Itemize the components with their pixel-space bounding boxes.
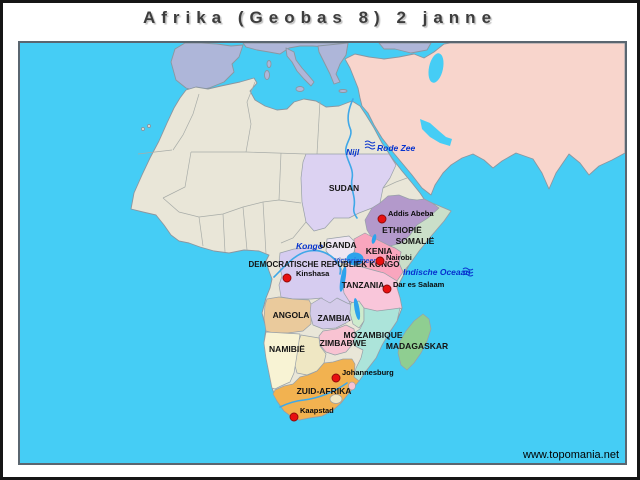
- crimea-region: [378, 43, 432, 54]
- label-somalie: SOMALIË: [396, 236, 435, 246]
- water-label-indische-oceaan: Indische Oceaan: [403, 267, 471, 277]
- label-kongo-dr: DEMOCRATISCHE REPUBLIEK KONGO: [249, 260, 400, 269]
- city-label-johannesburg: Johannesburg: [342, 368, 394, 377]
- label-zambia: ZAMBIA: [317, 313, 350, 323]
- labeled-countries: [263, 153, 452, 421]
- label-ethiopie: ETHIOPIË: [382, 225, 422, 235]
- country-lesotho: [329, 394, 343, 404]
- water-label-nijl: Nijl: [346, 147, 360, 157]
- page-title: Afrika (Geobas 8) 2 janne: [142, 8, 498, 27]
- label-zimbabwe: ZIMBABWE: [320, 338, 367, 348]
- country-angola[interactable]: [263, 296, 312, 334]
- city-label-dar-es-salaam: Dar es Salaam: [393, 280, 445, 289]
- italy: [285, 47, 315, 87]
- label-mozambique: MOZAMBIQUE: [343, 330, 402, 340]
- label-angola: ANGOLA: [273, 310, 310, 320]
- water-labels: Nijl Rode Zee Kongo Victoriameer Indisch…: [296, 140, 474, 277]
- oranje-river: [279, 382, 348, 408]
- city-label-kaapstad: Kaapstad: [300, 406, 334, 415]
- lake-tanganyika: [339, 266, 347, 292]
- rode-zee-wave-icon: [364, 140, 376, 150]
- corsica-island: [266, 60, 272, 68]
- asia-mainland: [344, 43, 625, 196]
- country-sudan[interactable]: [300, 153, 397, 232]
- city-dot-addis-abeba[interactable]: [377, 214, 387, 224]
- lake-malawi: [353, 298, 361, 320]
- rivers-and-lakes: [273, 98, 377, 408]
- asia-landmass: [344, 43, 625, 196]
- city-label-kinshasa: Kinshasa: [296, 269, 330, 278]
- label-namibie: NAMIBIË: [269, 344, 305, 354]
- city-markers: Addis Abeba Nairobi Kinshasa Dar es Sala…: [282, 209, 445, 422]
- water-label-kongo: Kongo: [296, 241, 323, 251]
- country-borders: [137, 81, 408, 255]
- country-madagaskar[interactable]: [397, 313, 432, 371]
- canary-island-dot2: [147, 124, 151, 128]
- label-sudan: SUDAN: [329, 183, 359, 193]
- label-madagaskar: MADAGASKAR: [386, 341, 448, 351]
- city-dot-johannesburg[interactable]: [331, 373, 341, 383]
- sicilia-island: [295, 86, 305, 92]
- label-kenia: KENIA: [366, 246, 392, 256]
- balkans-greece: [317, 43, 349, 85]
- city-label-nairobi: Nairobi: [386, 253, 412, 262]
- water-label-victoriameer: Victoriameer: [334, 258, 377, 265]
- map-area[interactable]: Nijl Rode Zee Kongo Victoriameer Indisch…: [18, 41, 627, 465]
- country-namibie[interactable]: [263, 331, 301, 390]
- country-swaziland: [348, 381, 356, 391]
- city-dot-kinshasa[interactable]: [282, 273, 292, 283]
- persian-gulf: [420, 119, 452, 146]
- africa-map-svg[interactable]: Nijl Rode Zee Kongo Victoriameer Indisch…: [20, 43, 625, 463]
- city-dot-kaapstad[interactable]: [289, 412, 299, 422]
- watermark-url[interactable]: www.topomania.net: [522, 449, 619, 461]
- label-uganda: UGANDA: [319, 240, 356, 250]
- caspian-sea: [428, 53, 444, 83]
- water-label-rode-zee: Rode Zee: [377, 143, 416, 153]
- city-dot-dar-es-salaam[interactable]: [382, 284, 392, 294]
- lake-turkana: [371, 234, 377, 244]
- lake-victoria[interactable]: [346, 252, 364, 266]
- city-dot-nairobi[interactable]: [375, 256, 385, 266]
- label-tanzania: TANZANIA: [342, 280, 385, 290]
- nijl-river[interactable]: [344, 98, 358, 219]
- country-labels: SUDAN ETHIOPIË SOMALIË UGANDA KENIA DEMO…: [249, 183, 449, 396]
- indische-oceaan-wave-icon: [462, 267, 474, 277]
- label-zuid-afrika: ZUID-AFRIKA: [297, 386, 352, 396]
- sardinia-island: [264, 70, 270, 80]
- crete-island: [338, 89, 348, 93]
- city-label-addis-abeba: Addis Abeba: [388, 209, 434, 218]
- kongo-river[interactable]: [273, 249, 342, 278]
- canary-island-dot: [141, 127, 145, 131]
